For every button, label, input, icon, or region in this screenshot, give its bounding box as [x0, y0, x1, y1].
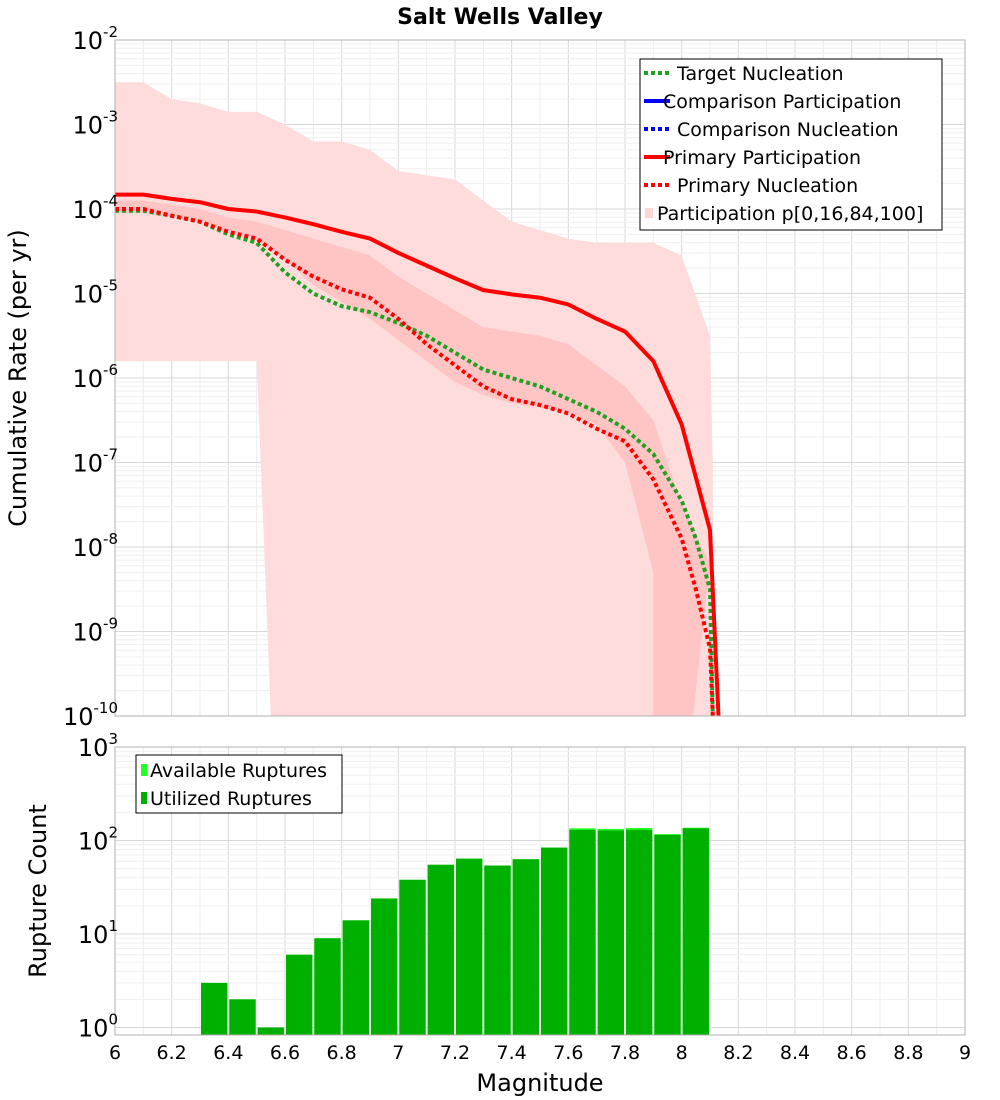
rate-y-tick-label: 10-5: [72, 277, 118, 309]
legend-label: Primary Participation: [663, 147, 861, 169]
rate-plot-frame: [114, 39, 966, 717]
x-axis-label: Magnitude: [476, 1069, 603, 1097]
legend-label: Comparison Nucleation: [677, 119, 899, 141]
legend-label: Target Nucleation: [676, 63, 844, 85]
utilized-rupture-bar: [342, 920, 369, 1035]
utilized-rupture-bar: [371, 898, 398, 1035]
utilized-rupture-bar: [626, 829, 653, 1035]
magnitude-x-ticks: 6 6.2 6.4 6.6 6.8 7 7.2 7.4 7.6 7.8 8 8.2 8.4 8.6 8.8 9: [109, 1042, 971, 1064]
x-tick-label: 9: [959, 1042, 971, 1064]
rate-legend: Target Nucleation Comparison Participatio…: [639, 58, 943, 231]
rupture-y-axis-label: Rupture Count: [24, 804, 52, 978]
inner-percentile-band: [115, 200, 710, 717]
rupture-y-ticks: 103 102 101 100: [78, 730, 118, 1043]
primary-nucleation-line: [115, 207, 715, 717]
rate-y-tick-label: 10-10: [63, 699, 118, 731]
rupture-plot-frame: [114, 746, 966, 1036]
legend-label: Primary Nucleation: [677, 175, 858, 197]
rate-y-tick-label: 10-6: [72, 361, 118, 393]
x-tick-label: 7.6: [553, 1042, 583, 1064]
rupture-y-tick-label: 102: [78, 824, 118, 856]
utilized-rupture-bar: [512, 859, 539, 1035]
rate-legend-box: [639, 58, 943, 231]
rate-panel: 10-2 10-3 10-4 10-5 10-6 10-7 10-8 10-9 10-10 Cu…: [4, 23, 966, 731]
utilized-rupture-bar: [286, 954, 313, 1035]
x-tick-label: 6: [109, 1042, 121, 1064]
rupture-legend-box: [135, 754, 343, 814]
rupture-panel: 103 102 101 100 6 6.2 6.4 6.6 6.8 7 7.2 7.4 7.6 7.8 8…: [24, 730, 971, 1097]
legend-label: Available Ruptures: [150, 760, 327, 782]
rate-y-tick-label: 10-3: [72, 108, 118, 140]
utilized-rupture-bar: [314, 938, 341, 1035]
utilized-rupture-bar: [399, 879, 426, 1035]
utilized-rupture-bar: [427, 864, 454, 1035]
utilized-rupture-bar: [682, 828, 709, 1035]
x-tick-label: 6.8: [327, 1042, 357, 1064]
utilized-rupture-bar: [257, 1027, 284, 1035]
x-tick-label: 7.8: [610, 1042, 640, 1064]
utilized-rupture-bar: [229, 999, 256, 1035]
rupture-y-tick-label: 101: [78, 917, 118, 949]
primary-participation-line: [115, 192, 721, 717]
rupture-legend: Available Ruptures Utilized Ruptures: [135, 754, 343, 814]
x-tick-label: 7.4: [497, 1042, 527, 1064]
rate-lines: [115, 192, 721, 717]
x-tick-label: 8.4: [780, 1042, 810, 1064]
utilized-rupture-bar: [569, 829, 596, 1035]
rate-y-tick-label: 10-2: [72, 23, 118, 55]
x-tick-label: 6.6: [270, 1042, 300, 1064]
rupture-y-tick-label: 100: [78, 1011, 118, 1043]
rupture-bars: [201, 827, 709, 1035]
x-tick-label: 6.2: [157, 1042, 187, 1064]
chart-title: Salt Wells Valley: [397, 5, 603, 30]
utilized-rupture-bar: [597, 830, 624, 1035]
x-tick-label: 8.6: [837, 1042, 867, 1064]
rate-y-axis-label: Cumulative Rate (per yr): [4, 229, 32, 527]
legend-label: Utilized Ruptures: [150, 788, 312, 810]
rate-y-tick-label: 10-8: [72, 530, 118, 562]
legend-label: Participation p[0,16,84,100]: [657, 203, 923, 225]
legend-bar-swatch: [141, 792, 147, 804]
utilized-rupture-bar: [541, 847, 568, 1035]
legend-bar-swatch: [141, 764, 147, 776]
x-tick-label: 8.2: [723, 1042, 753, 1064]
rate-y-tick-label: 10-9: [72, 615, 118, 647]
x-tick-label: 7.2: [440, 1042, 470, 1064]
utilized-rupture-bar: [654, 834, 681, 1035]
rate-y-ticks: 10-2 10-3 10-4 10-5 10-6 10-7 10-8 10-9 10-10: [63, 23, 118, 731]
rate-y-tick-label: 10-4: [72, 192, 118, 224]
legend-band-swatch: [645, 208, 653, 218]
utilized-rupture-bar: [456, 858, 483, 1035]
rate-y-tick-label: 10-7: [72, 446, 118, 478]
x-tick-label: 8.8: [893, 1042, 923, 1064]
target-nucleation-line: [115, 208, 715, 717]
utilized-rupture-bar: [484, 865, 511, 1035]
x-tick-label: 6.4: [213, 1042, 243, 1064]
legend-label: Comparison Participation: [663, 91, 901, 113]
x-tick-label: 8: [676, 1042, 688, 1064]
participation-bands: [115, 82, 713, 717]
rupture-y-tick-label: 103: [78, 730, 118, 762]
x-tick-label: 7: [392, 1042, 404, 1064]
utilized-rupture-bar: [201, 982, 228, 1035]
